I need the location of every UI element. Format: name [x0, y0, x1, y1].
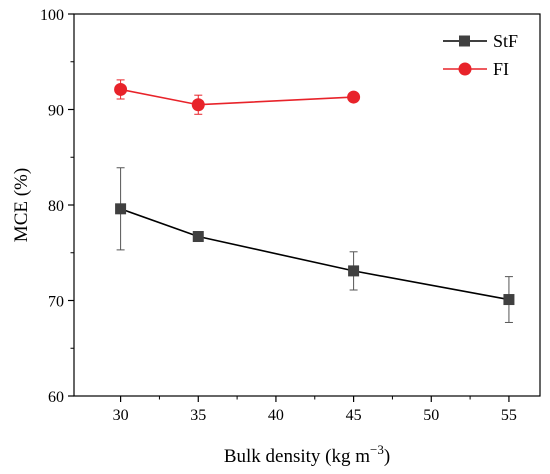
y-tick-label: 100: [40, 7, 64, 24]
legend-marker-stf: [459, 35, 470, 47]
x-tick-label: 55: [501, 407, 517, 424]
data-point-stf: [115, 203, 127, 215]
data-point-stf: [192, 231, 204, 243]
y-tick-label: 80: [48, 198, 64, 215]
x-tick-label: 45: [346, 407, 362, 424]
axis-ticks: [68, 13, 510, 402]
data-point-fi: [114, 82, 128, 96]
axis-tick-labels: 30 35 40 45 50 55 60 70 80 90 100: [40, 7, 517, 424]
series-stf: [115, 167, 515, 323]
legend-label-stf: StF: [493, 31, 518, 51]
data-point-fi: [347, 90, 361, 104]
legend-marker-fi: [458, 62, 472, 76]
data-point-stf: [348, 265, 360, 277]
x-axis-title: Bulk density (kg m−3): [224, 442, 390, 467]
x-tick-label: 30: [113, 407, 129, 424]
x-tick-label: 40: [268, 407, 284, 424]
legend-label-fi: FI: [493, 59, 509, 79]
x-axis-title-main: Bulk density (kg m: [224, 446, 370, 467]
series-line-fi: [120, 88, 354, 106]
series-line-stf: [120, 208, 510, 301]
y-tick-label: 70: [48, 294, 64, 311]
x-axis-title-superscript: −3: [370, 442, 384, 457]
data-point-fi: [191, 98, 205, 112]
series-layer: [114, 79, 515, 323]
x-tick-label: 35: [190, 407, 206, 424]
legend: StF FI: [443, 31, 518, 79]
y-tick-label: 60: [48, 389, 64, 406]
x-axis-title-end: ): [384, 446, 390, 467]
data-point-stf: [503, 294, 515, 306]
series-fi: [114, 79, 361, 115]
x-tick-label: 50: [423, 407, 439, 424]
y-axis-title: MCE (%): [11, 168, 32, 242]
y-tick-label: 90: [48, 103, 64, 120]
